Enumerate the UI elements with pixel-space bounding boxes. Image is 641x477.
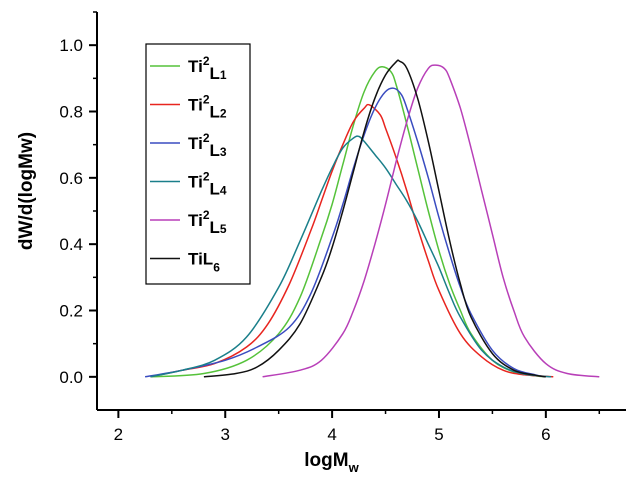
- legend-label-Ti2L3: Ti2L3: [188, 131, 227, 160]
- legend-label-part: 6: [213, 261, 220, 275]
- legend-label-Ti2L2: Ti2L2: [188, 93, 227, 122]
- legend-label-part: Ti: [188, 96, 203, 115]
- y-tick-label: 1.0: [59, 36, 83, 55]
- y-tick-label: 0.8: [59, 103, 83, 122]
- y-axis-title: dW/d(logMw): [16, 132, 37, 250]
- series-line-Ti2L4: [150, 135, 552, 378]
- legend-label-part: Ti: [188, 57, 203, 76]
- x-tick-label: 4: [327, 425, 336, 444]
- legend-label-Ti2L5: Ti2L5: [188, 208, 227, 237]
- legend-label-part: L: [210, 141, 220, 160]
- legend-label-part: 3: [220, 145, 227, 159]
- legend-label-part: Ti: [188, 134, 203, 153]
- legend-box: [145, 43, 251, 285]
- legend-label-part: 5: [220, 222, 227, 236]
- series-line-Ti2L5: [262, 64, 600, 378]
- legend-label-part: L: [210, 180, 220, 199]
- series-line-Ti2L3: [144, 87, 546, 378]
- legend-label-part: L: [210, 64, 220, 83]
- legend-label-Ti2L4: Ti2L4: [188, 170, 227, 199]
- legend-label-part: TiL: [188, 250, 213, 269]
- x-axis-title: logMw: [304, 450, 359, 475]
- x-tick-label: 3: [221, 425, 230, 444]
- x-axis-title-main: logM: [304, 450, 348, 471]
- legend-label-part: L: [210, 103, 220, 122]
- x-tick-label: 2: [114, 425, 123, 444]
- legend-label-part: 1: [220, 68, 227, 82]
- legend-label-part: 2: [203, 208, 210, 222]
- legend-label-part: Ti: [188, 173, 203, 192]
- legend-label-part: L: [210, 218, 220, 237]
- legend-label-Ti2L1: Ti2L1: [188, 54, 227, 83]
- legend-label-TiL6: TiL6: [188, 250, 220, 275]
- y-tick-label: 0.2: [59, 302, 83, 321]
- series-line-Ti2L2: [150, 103, 554, 378]
- x-axis-title-subscript: w: [348, 460, 360, 475]
- axes: 2 3 4 5 60.00.20.40.60.81.0: [59, 11, 626, 444]
- legend-label-part: Ti: [188, 211, 203, 230]
- x-tick-label: 6: [541, 425, 550, 444]
- axis-labels: dW/d(logMw) logMw: [16, 132, 360, 475]
- x-tick-label: 5: [434, 425, 443, 444]
- legend-label-part: 2: [203, 93, 210, 107]
- legend-label-part: 2: [203, 170, 210, 184]
- y-tick-label: 0.0: [59, 368, 83, 387]
- legend-label-part: 2: [203, 131, 210, 145]
- legend-label-part: 2: [203, 54, 210, 68]
- series-layer: [144, 59, 600, 378]
- y-tick-label: 0.6: [59, 169, 83, 188]
- series-line-TiL6: [203, 59, 546, 378]
- y-tick-label: 0.4: [59, 235, 83, 254]
- legend-label-part: 2: [220, 107, 227, 121]
- legend-label-part: 4: [220, 184, 227, 198]
